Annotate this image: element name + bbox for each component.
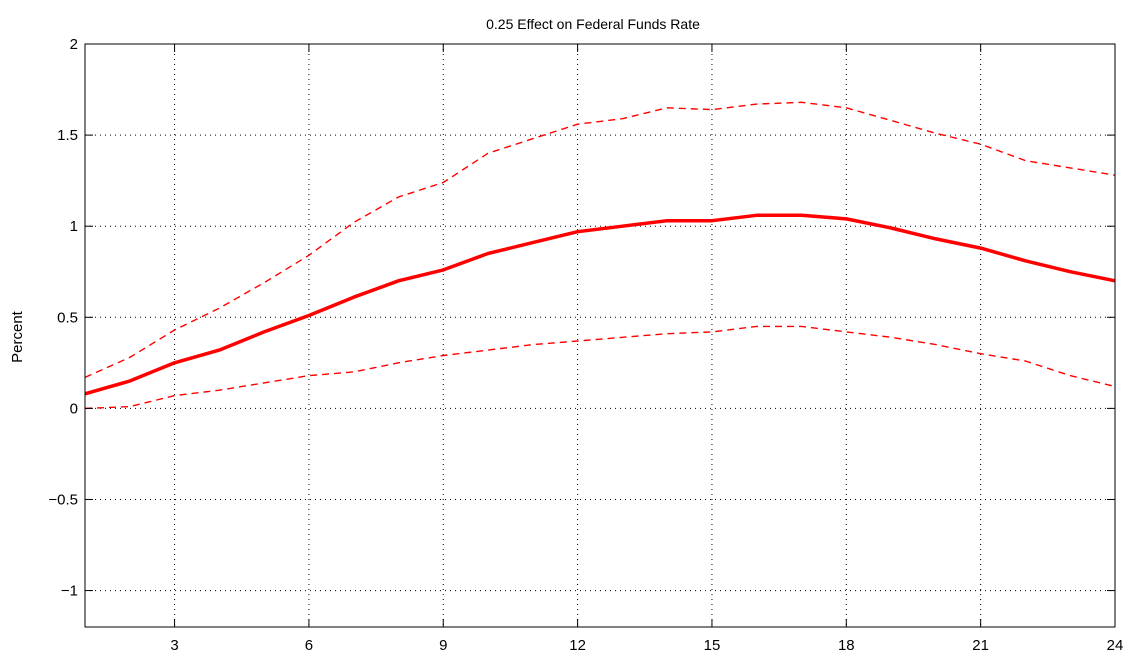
x-tick-label: 6 <box>305 637 313 654</box>
estimate-line <box>84 213 1116 396</box>
x-tick-label: 9 <box>439 637 447 654</box>
y-tick-label: 1 <box>70 218 78 235</box>
axis-ticks: 3 6 9 12 15 18 21 24 −1 −0.5 0 0.5 1 1.5 2 <box>48 36 1123 654</box>
x-tick-label: 24 <box>1107 637 1124 654</box>
x-tick-label: 12 <box>569 637 586 654</box>
series-group <box>84 101 1116 410</box>
x-tick-label: 18 <box>838 637 855 654</box>
lower-band-line <box>84 325 1116 410</box>
chart-title: 0.25 Effect on Federal Funds Rate <box>486 16 700 32</box>
y-tick-label: −0.5 <box>48 491 78 508</box>
y-tick-label: 1.5 <box>57 127 78 144</box>
plot-frame <box>84 43 1116 628</box>
x-tick-label: 21 <box>972 637 989 654</box>
y-axis-label: Percent <box>9 310 26 363</box>
y-tick-label: 0.5 <box>57 309 78 326</box>
y-tick-label: 2 <box>70 36 78 53</box>
x-tick-label: 15 <box>704 637 721 654</box>
y-tick-label: −1 <box>61 583 78 600</box>
upper-band-line <box>84 101 1116 379</box>
x-tick-label: 3 <box>170 637 178 654</box>
grid <box>85 44 1115 627</box>
y-tick-label: 0 <box>70 400 78 417</box>
